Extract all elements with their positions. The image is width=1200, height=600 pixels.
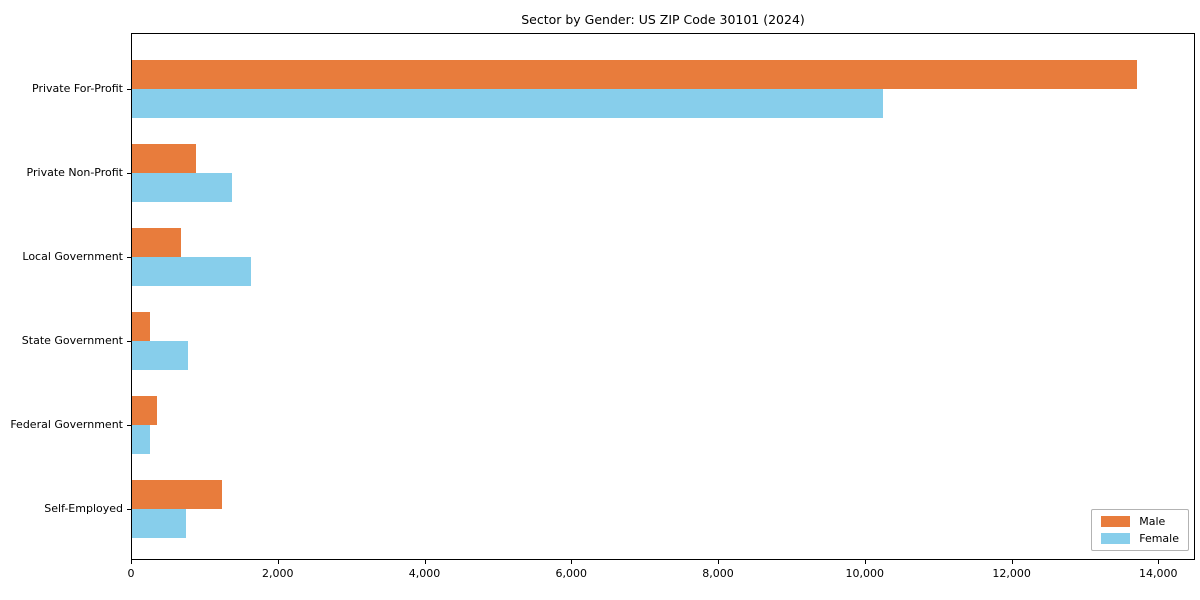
bar-male-local-government — [132, 228, 182, 257]
y-tick-mark-federal-government — [127, 425, 131, 426]
bar-female-private-non-profit — [132, 173, 233, 202]
x-tick-label-8000: 8,000 — [702, 567, 734, 580]
chart-title: Sector by Gender: US ZIP Code 30101 (202… — [521, 12, 805, 27]
x-tick-mark-12000 — [1011, 560, 1013, 564]
legend-swatch-female — [1101, 533, 1131, 544]
bar-male-private-non-profit — [132, 144, 196, 173]
x-tick-mark-14000 — [1158, 560, 1160, 564]
x-tick-mark-4000 — [424, 560, 426, 564]
y-tick-mark-self-employed — [127, 509, 131, 510]
y-tick-label-private-non-profit: Private Non-Profit — [26, 166, 123, 179]
bar-female-federal-government — [132, 425, 150, 454]
x-tick-label-0: 0 — [127, 567, 135, 580]
x-tick-label-6000: 6,000 — [555, 567, 588, 580]
y-tick-mark-private-non-profit — [127, 173, 131, 174]
bar-male-federal-government — [132, 396, 157, 425]
legend-swatch-male — [1101, 516, 1131, 527]
y-tick-label-self-employed: Self-Employed — [44, 502, 123, 515]
x-tick-mark-0 — [131, 560, 132, 564]
legend: Male Female — [1091, 509, 1189, 551]
x-tick-label-14000: 14,000 — [1139, 567, 1178, 580]
y-tick-mark-private-for-profit — [127, 89, 131, 90]
legend-entry-male: Male — [1101, 516, 1179, 527]
bar-male-self-employed — [132, 480, 222, 509]
bar-female-self-employed — [132, 509, 186, 538]
bar-male-state-government — [132, 312, 151, 341]
x-tick-label-12000: 12,000 — [992, 567, 1031, 580]
y-tick-label-local-government: Local Government — [22, 250, 123, 263]
bar-female-state-government — [132, 341, 188, 370]
x-tick-label-4000: 4,000 — [408, 567, 441, 580]
legend-label-female: Female — [1139, 532, 1179, 545]
bar-male-private-for-profit — [132, 60, 1137, 89]
x-tick-label-10000: 10,000 — [845, 567, 885, 580]
x-tick-mark-2000 — [277, 560, 279, 564]
y-tick-label-private-for-profit: Private For-Profit — [32, 82, 123, 95]
x-tick-mark-8000 — [718, 560, 719, 564]
legend-entry-female: Female — [1101, 533, 1179, 544]
y-tick-mark-local-government — [127, 257, 131, 258]
y-tick-mark-state-government — [127, 341, 131, 342]
plot-area: Male Female — [131, 33, 1195, 560]
x-tick-mark-6000 — [571, 560, 573, 564]
x-tick-label-2000: 2,000 — [262, 567, 294, 580]
bar-female-local-government — [132, 257, 251, 286]
x-tick-mark-10000 — [864, 560, 866, 564]
y-tick-label-federal-government: Federal Government — [10, 418, 123, 431]
legend-label-male: Male — [1139, 515, 1166, 528]
y-tick-label-state-government: State Government — [21, 334, 123, 347]
bar-female-private-for-profit — [132, 89, 883, 118]
